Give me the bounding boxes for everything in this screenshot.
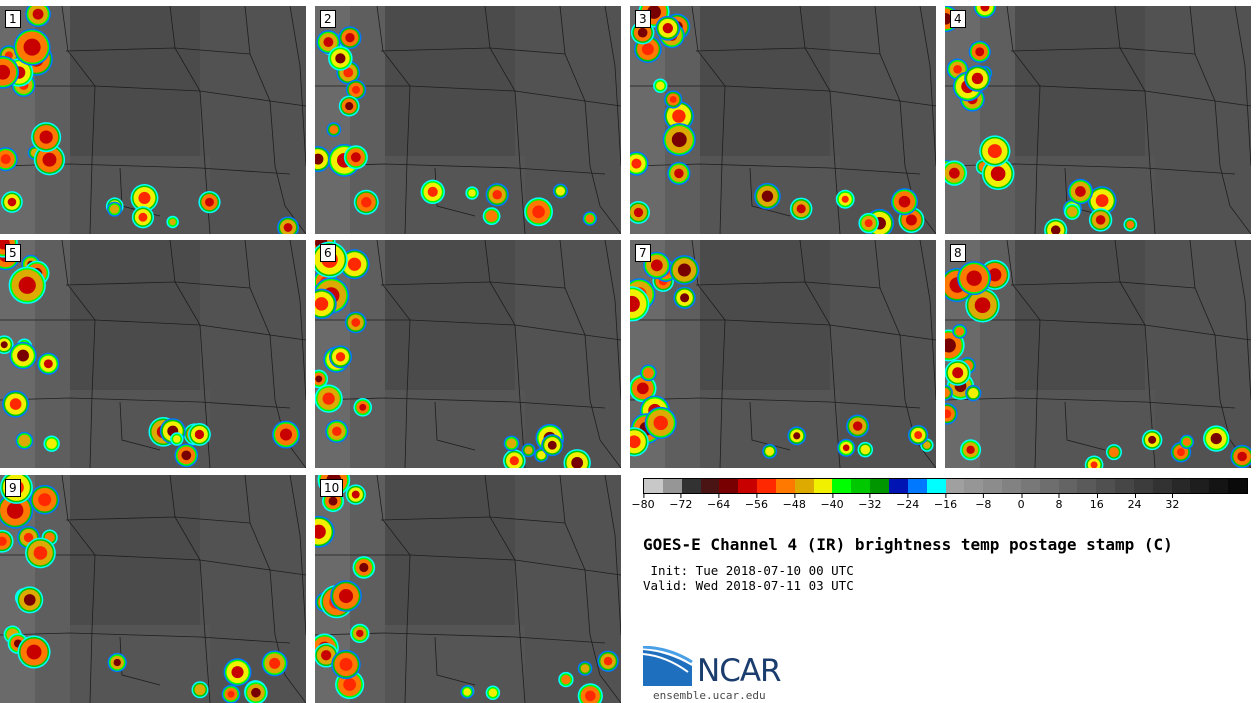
colorbar-tick-label: 16 bbox=[1089, 494, 1104, 511]
colorbar-cell bbox=[1058, 479, 1078, 493]
colorbar-cell bbox=[851, 479, 871, 493]
colorbar-cell bbox=[926, 479, 946, 493]
panel-number: 7 bbox=[635, 244, 651, 262]
colorbar-tick-label: −40 bbox=[820, 494, 844, 511]
colorbar-cell bbox=[1039, 479, 1059, 493]
colorbar-cell bbox=[1228, 479, 1247, 493]
map-panel: 2 bbox=[315, 6, 621, 234]
colorbar-tick-label: −80 bbox=[631, 494, 655, 511]
colorbar-tick-label: −16 bbox=[933, 494, 958, 511]
colorbar-tick-label: 8 bbox=[1055, 494, 1063, 511]
colorbar-cell bbox=[1190, 479, 1210, 493]
map-panel: 8 bbox=[945, 240, 1251, 468]
panel-number: 5 bbox=[5, 244, 21, 262]
colorbar-tick-label: 0 bbox=[1017, 494, 1025, 511]
colorbar-cell bbox=[1002, 479, 1021, 493]
colorbar-cell bbox=[1096, 479, 1116, 493]
site-url: ensemble.ucar.edu bbox=[653, 689, 766, 702]
colorbar-cell bbox=[888, 479, 908, 493]
map-panel: 7 bbox=[630, 240, 936, 468]
colorbar-cell bbox=[644, 479, 663, 493]
colorbar-cell bbox=[1077, 479, 1097, 493]
colorbar-cell bbox=[832, 479, 852, 493]
map-panel: 5 bbox=[0, 240, 306, 468]
valid-time: Valid: Wed 2018-07-11 03 UTC bbox=[643, 578, 854, 593]
ncar-logo-icon bbox=[642, 646, 693, 686]
map-panel: 9 bbox=[0, 475, 306, 703]
colorbar-ticks: −80 −72 −64 −56 −48 −40 −32 −24 −16 −8 0 8 16 24 32 bbox=[631, 494, 1248, 514]
colorbar-cell bbox=[945, 479, 965, 493]
panel-number: 6 bbox=[320, 244, 336, 262]
colorbar-cell bbox=[1171, 479, 1191, 493]
colorbar-cell bbox=[983, 479, 1003, 493]
colorbar-cell bbox=[662, 479, 682, 493]
colorbar-tick-label: 32 bbox=[1165, 494, 1180, 511]
colorbar-cell bbox=[700, 479, 720, 493]
panel-number: 9 bbox=[5, 479, 21, 497]
init-time: Init: Tue 2018-07-10 00 UTC bbox=[643, 563, 854, 578]
colorbar-cell bbox=[1152, 479, 1172, 493]
panel-number: 1 bbox=[5, 10, 21, 28]
colorbar-tick-label: −8 bbox=[975, 494, 992, 511]
colorbar bbox=[643, 478, 1248, 494]
panel-number: 3 bbox=[635, 10, 651, 28]
colorbar-tick-label: −56 bbox=[744, 494, 769, 511]
colorbar-cell bbox=[964, 479, 984, 493]
colorbar-cell bbox=[1133, 479, 1153, 493]
colorbar-cell bbox=[681, 479, 701, 493]
colorbar-tick-label: −64 bbox=[707, 494, 731, 511]
colorbar-cell bbox=[1115, 479, 1134, 493]
colorbar-tick-label: −72 bbox=[669, 494, 693, 511]
panel-number: 4 bbox=[950, 10, 966, 28]
colorbar-cell bbox=[813, 479, 833, 493]
map-panel: 6 bbox=[315, 240, 621, 468]
colorbar-cell bbox=[870, 479, 889, 493]
colorbar-cell bbox=[1209, 479, 1229, 493]
colorbar-tick-label: 24 bbox=[1127, 494, 1142, 511]
colorbar-cell bbox=[757, 479, 776, 493]
panel-number: 8 bbox=[950, 244, 966, 262]
figure-title: GOES-E Channel 4 (IR) brightness temp po… bbox=[643, 535, 1173, 554]
colorbar-cell bbox=[738, 479, 758, 493]
colorbar-cell bbox=[1020, 479, 1040, 493]
panel-number: 10 bbox=[320, 479, 344, 497]
colorbar-tick-label: −32 bbox=[858, 494, 882, 511]
colorbar-tick-label: −48 bbox=[782, 494, 806, 511]
colorbar-cell bbox=[907, 479, 927, 493]
colorbar-cell bbox=[719, 479, 739, 493]
colorbar-tick-label: −24 bbox=[896, 494, 920, 511]
colorbar-cell bbox=[775, 479, 795, 493]
panel-number: 2 bbox=[320, 10, 336, 28]
logo-text: NCAR bbox=[697, 653, 782, 689]
map-panel: 3 bbox=[630, 6, 936, 234]
colorbar-cell bbox=[794, 479, 814, 493]
map-panel: 4 bbox=[945, 6, 1251, 234]
map-panel: 1 bbox=[0, 6, 306, 234]
map-panel: 10 bbox=[315, 475, 621, 703]
